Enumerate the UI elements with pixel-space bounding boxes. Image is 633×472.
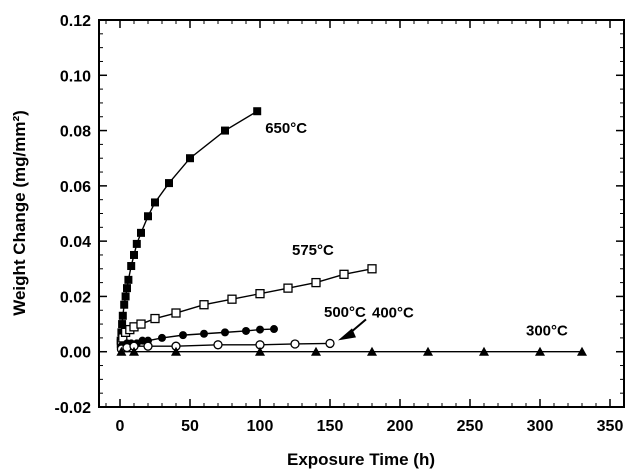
y-tick-label: 0.02 bbox=[60, 289, 91, 306]
data-point-open-circle bbox=[143, 341, 153, 351]
series-label: 650°C bbox=[265, 120, 307, 137]
y-axis-title: Weight Change (mg/mm²) bbox=[10, 110, 29, 316]
x-tick-label: 350 bbox=[597, 418, 624, 435]
data-point-square bbox=[144, 212, 152, 221]
data-point-square bbox=[253, 107, 262, 116]
y-tick-label: 0.04 bbox=[60, 234, 91, 251]
ticks bbox=[99, 19, 625, 408]
data-point-circle bbox=[242, 326, 250, 335]
data-point-square bbox=[151, 198, 159, 207]
annotation-arrow-head bbox=[338, 328, 356, 341]
series-label: 500°C bbox=[324, 304, 366, 321]
y-tick-label: 0.00 bbox=[60, 345, 91, 362]
series-label: 300°C bbox=[526, 323, 568, 340]
series-label: 400°C bbox=[372, 304, 414, 321]
data-point-triangle bbox=[116, 346, 127, 356]
data-point-open-square bbox=[199, 300, 209, 310]
data-point-open-circle bbox=[213, 340, 223, 350]
data-point-open-circle bbox=[325, 338, 335, 349]
y-tick-label: 0.12 bbox=[60, 13, 91, 30]
data-point-open-square bbox=[311, 277, 321, 288]
x-tick-label: 0 bbox=[116, 418, 125, 435]
series-line bbox=[120, 110, 258, 341]
data-point-open-square bbox=[339, 269, 349, 279]
data-point-triangle bbox=[423, 346, 433, 356]
data-point-open-square bbox=[171, 308, 181, 318]
data-point-open-square bbox=[150, 313, 160, 324]
data-point-circle bbox=[270, 325, 278, 334]
x-tick-label: 150 bbox=[317, 418, 344, 435]
x-tick-label: 200 bbox=[387, 418, 414, 435]
data-point-circle bbox=[179, 331, 187, 340]
data-point-square bbox=[124, 275, 133, 284]
data-point-square bbox=[221, 126, 229, 135]
data-point-circle bbox=[158, 333, 166, 342]
data-point-open-square bbox=[283, 283, 293, 293]
data-point-triangle bbox=[171, 346, 181, 356]
data-point-square bbox=[118, 320, 127, 329]
data-point-open-square bbox=[255, 289, 265, 299]
y-tick-label: 0.10 bbox=[60, 68, 91, 85]
x-axis-title: Exposure Time (h) bbox=[287, 450, 435, 469]
data-point-circle bbox=[221, 328, 229, 337]
tick-labels: 0 50 100 150 200 250 300 350 -0.02 0.00 0.02 0.04 0.… bbox=[55, 13, 624, 435]
annotations: 650°C 575°C 500°C 400°C 300°C bbox=[265, 120, 568, 341]
data-point-triangle bbox=[255, 346, 265, 356]
data-point-triangle bbox=[311, 346, 321, 356]
x-tick-label: 50 bbox=[181, 418, 199, 435]
data-point-square bbox=[165, 179, 173, 188]
data-point-square bbox=[132, 239, 141, 248]
data-point-triangle bbox=[535, 346, 545, 356]
x-tick-label: 250 bbox=[457, 418, 484, 435]
x-tick-label: 100 bbox=[247, 418, 274, 435]
data-point-triangle bbox=[367, 346, 377, 356]
data-point-square bbox=[120, 300, 129, 309]
data-point-triangle bbox=[479, 346, 489, 356]
data-point-triangle bbox=[129, 346, 139, 356]
data-point-square bbox=[130, 250, 138, 259]
y-tick-label: 0.08 bbox=[60, 124, 91, 141]
data-point-open-square bbox=[136, 319, 146, 329]
data-point-square bbox=[121, 292, 130, 301]
y-tick-label: 0.06 bbox=[60, 179, 91, 196]
data-point-open-square bbox=[227, 294, 237, 304]
data-point-square bbox=[123, 284, 131, 293]
data-point-square bbox=[127, 262, 136, 271]
data-point-square bbox=[137, 228, 145, 237]
data-point-triangle bbox=[577, 346, 587, 356]
data-point-circle bbox=[200, 329, 208, 338]
data-point-square bbox=[118, 311, 127, 320]
data-point-square bbox=[186, 154, 194, 163]
data-point-open-square bbox=[367, 264, 377, 274]
data-point-circle bbox=[256, 325, 264, 334]
series-marks bbox=[116, 107, 587, 356]
series-label: 575°C bbox=[292, 242, 334, 259]
data-point-circle bbox=[138, 336, 147, 345]
y-tick-label: -0.02 bbox=[55, 400, 92, 417]
data-point-open-circle bbox=[290, 339, 300, 349]
x-tick-label: 300 bbox=[527, 418, 554, 435]
